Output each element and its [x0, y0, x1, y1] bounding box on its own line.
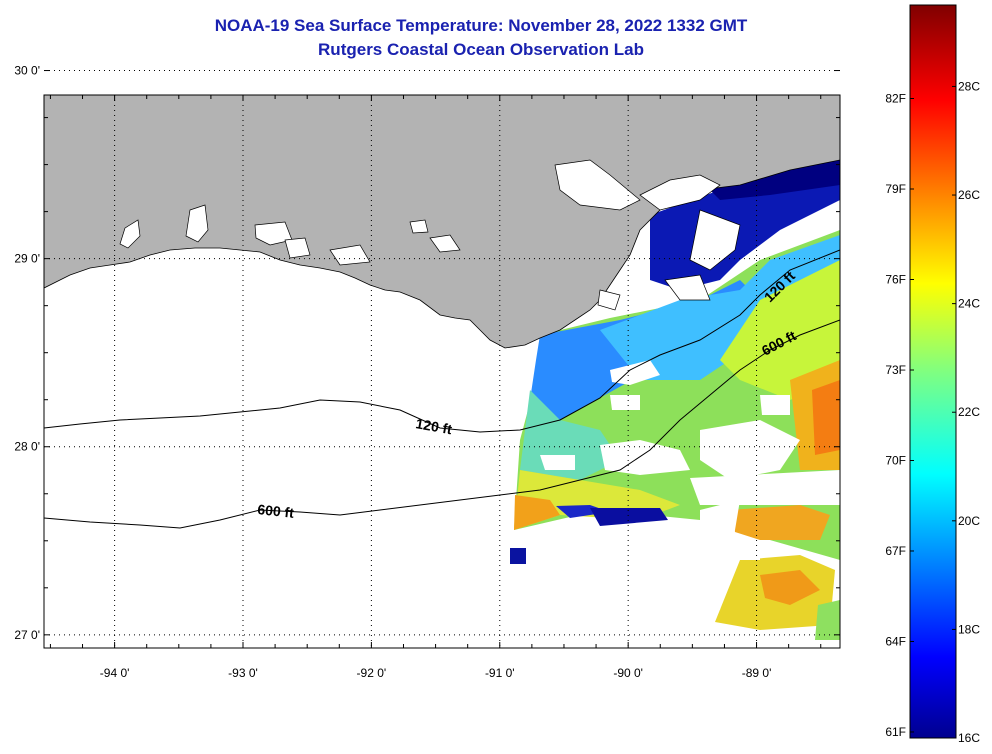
graticule: 30 0' 29 0' 28 0' 27 0' -94 0' -93 0' -92 0' -9… [14, 64, 840, 680]
lat-tick-label: 27 0' [14, 628, 40, 642]
colorbar-fahrenheit-label: 64F [885, 634, 906, 648]
contour-label-600ft-west: 600 ft [257, 501, 295, 521]
colorbar-fahrenheit-label: 82F [885, 92, 906, 106]
colorbar-fahrenheit-label: 76F [885, 272, 906, 286]
map-title: NOAA-19 Sea Surface Temperature: Novembe… [214, 16, 748, 35]
lon-tick-label: -92 0' [357, 666, 387, 680]
colorbar-labels: 28C 26C 24C 22C 20C 18C 16C 82F 79F 76F 73F 70F 67F 6… [885, 79, 980, 745]
colorbar-celsius-label: 18C [958, 622, 980, 636]
colorbar-fahrenheit-label: 73F [885, 363, 906, 377]
colorbar-celsius-label: 20C [958, 514, 980, 528]
colorbar-celsius-label: 26C [958, 188, 980, 202]
colorbar-fahrenheit-label: 61F [885, 725, 906, 739]
lat-tick-label: 29 0' [14, 252, 40, 266]
depth-contours [44, 249, 840, 529]
lon-tick-label: -93 0' [228, 666, 258, 680]
lon-tick-label: -91 0' [485, 666, 515, 680]
colorbar-fahrenheit-label: 70F [885, 453, 906, 467]
map-frame [43, 94, 841, 649]
land-mass [44, 95, 840, 349]
colorbar-celsius-label: 28C [958, 79, 980, 93]
contour-label-120ft-west: 120 ft [414, 415, 453, 437]
map-subtitle: Rutgers Coastal Ocean Observation Lab [318, 40, 644, 59]
colorbar [909, 4, 957, 739]
no-data-patches [540, 360, 840, 610]
lat-tick-label: 28 0' [14, 440, 40, 454]
contour-600ft-west [44, 319, 840, 529]
colorbar-celsius-label: 22C [958, 405, 980, 419]
colorbar-celsius-label: 16C [958, 731, 980, 745]
inland-water [119, 159, 741, 311]
lon-tick-label: -90 0' [613, 666, 643, 680]
colorbar-celsius-label: 24C [958, 297, 980, 311]
colorbar-fahrenheit-label: 79F [885, 182, 906, 196]
lon-tick-label: -89 0' [742, 666, 772, 680]
contour-120ft-west [44, 249, 840, 433]
lat-tick-label: 30 0' [14, 64, 40, 78]
colorbar-fahrenheit-label: 67F [885, 544, 906, 558]
lon-tick-label: -94 0' [100, 666, 130, 680]
